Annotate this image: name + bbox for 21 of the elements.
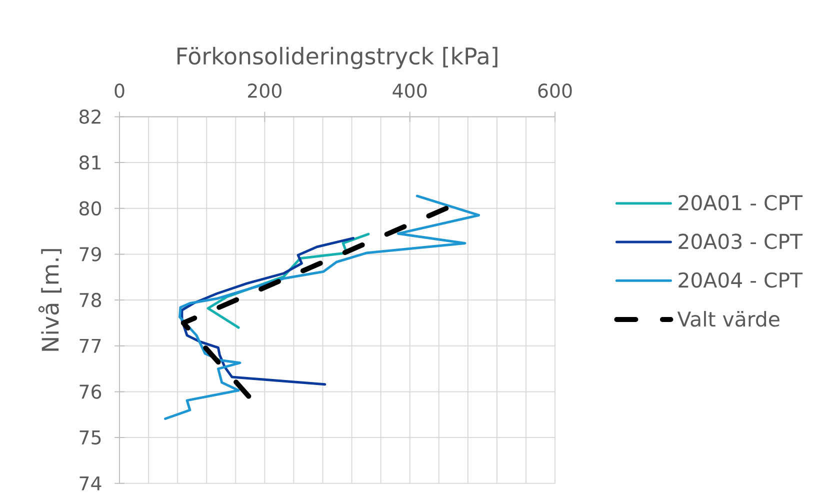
x-axis-title: Förkonsolideringstryck [kPa] [177, 46, 498, 70]
y-tick-label: 77 [80, 338, 101, 353]
y-axis-title: Nivå [m.] [38, 249, 62, 351]
legend-label: Valt värde [677, 310, 780, 327]
y-tick-label: 79 [80, 247, 101, 262]
y-tick-label: 80 [80, 201, 102, 216]
x-tick-label: 0 [114, 84, 124, 98]
legend-label: 20A03 - CPT [678, 234, 803, 250]
y-tick-label: 74 [80, 476, 102, 490]
x-tick-label: 400 [392, 84, 427, 98]
y-tick-label: 82 [80, 110, 100, 124]
y-tick-label: 81 [80, 155, 101, 170]
line-series [180, 236, 354, 386]
x-tick-label: 200 [248, 84, 282, 98]
legend-label: 20A01 - CPT [678, 195, 803, 210]
y-tick-label: 78 [80, 292, 102, 308]
legend-label: 20A04 - CPT [678, 272, 803, 288]
y-tick-label: 75 [80, 430, 101, 445]
line-series [164, 194, 480, 420]
x-tick-label: 600 [538, 84, 572, 98]
y-tick-label: 76 [80, 384, 102, 399]
